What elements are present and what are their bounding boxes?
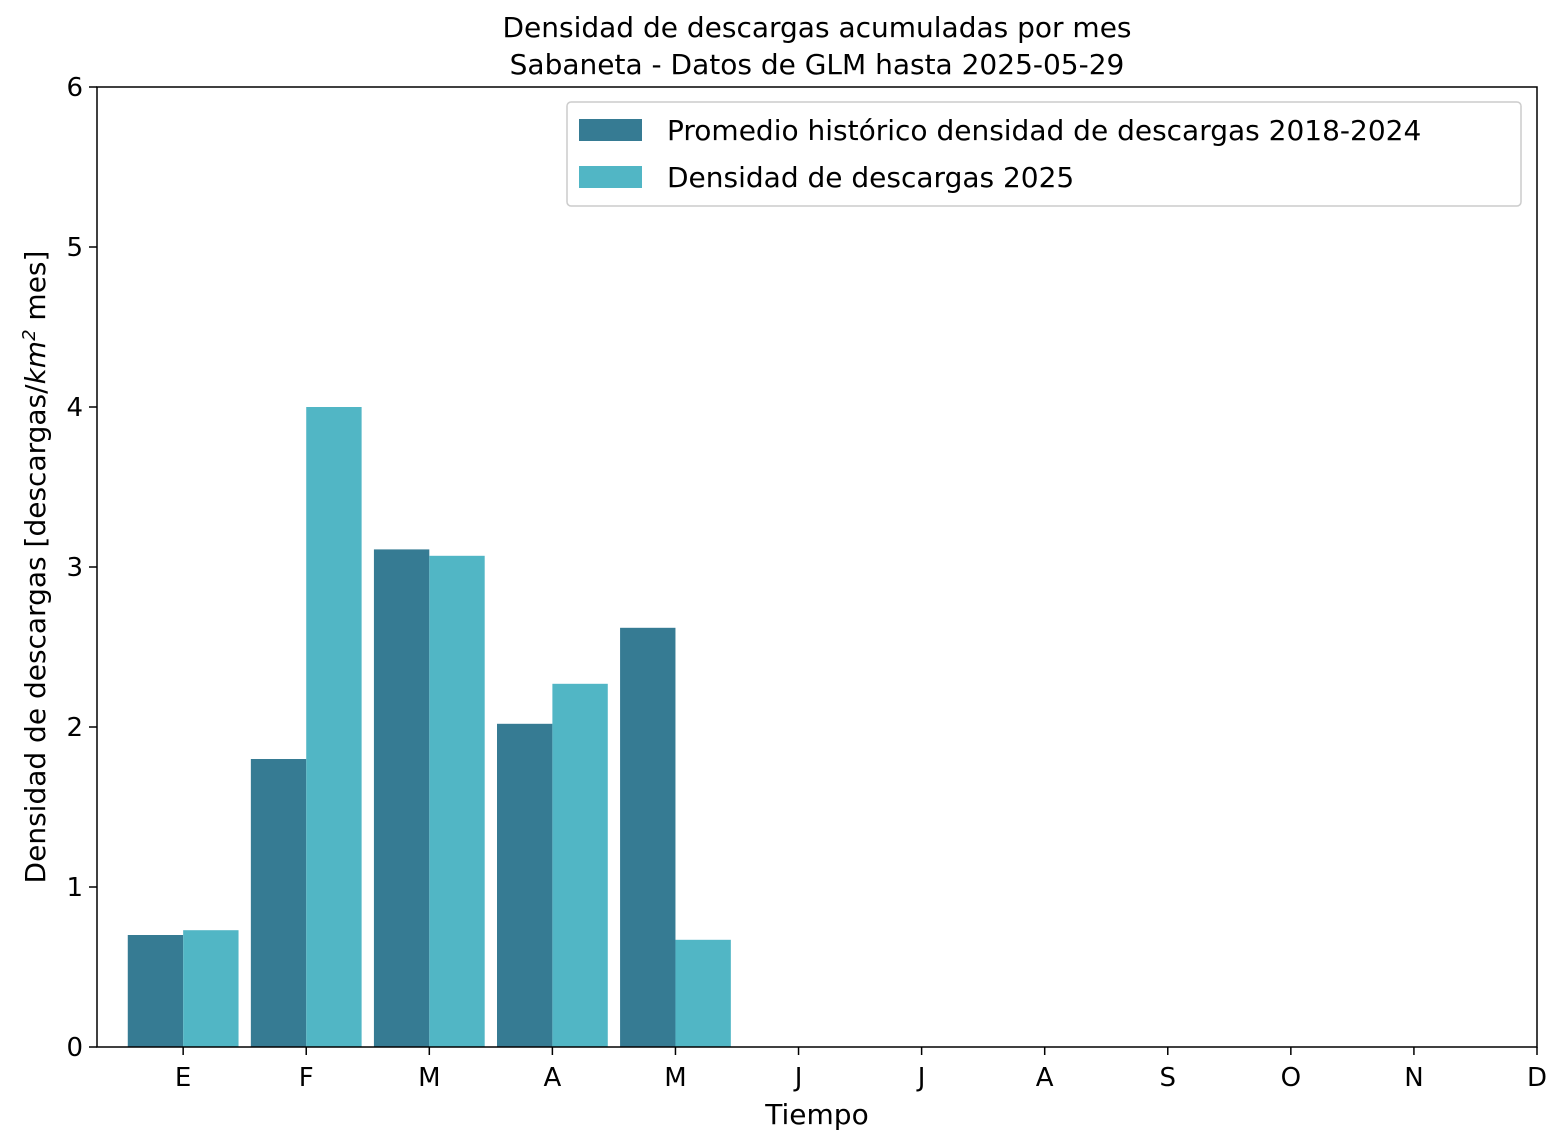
y-tick-label: 3 <box>66 553 83 583</box>
x-axis-label: Tiempo <box>764 1098 868 1131</box>
legend-swatch-historical <box>579 119 642 141</box>
x-tick-label: S <box>1160 1063 1177 1093</box>
bar-2025-2 <box>429 555 485 1047</box>
legend-swatch-2025 <box>579 166 642 188</box>
bar-historical-4 <box>620 627 676 1047</box>
x-tick-label: M <box>418 1063 440 1093</box>
y-tick-label: 4 <box>66 393 83 423</box>
bar-2025-4 <box>675 939 731 1047</box>
y-axis: 0 1 2 3 4 5 6 <box>66 73 97 1063</box>
legend-box <box>566 101 1522 207</box>
bar-2025-1 <box>306 407 362 1047</box>
chart-subtitle: Sabaneta - Datos de GLM hasta 2025-05-29 <box>510 48 1125 81</box>
x-tick-label: M <box>664 1063 686 1093</box>
legend-label-historical: Promedio histórico densidad de descargas… <box>667 114 1421 147</box>
x-tick-label: N <box>1404 1063 1423 1093</box>
y-axis-label-exp: 2 <box>19 329 40 340</box>
y-axis-label-suffix: mes] <box>19 251 52 330</box>
bar-historical-2 <box>373 549 430 1047</box>
x-tick-label: A <box>543 1063 561 1093</box>
bar-2025-0 <box>183 930 239 1047</box>
bar-historical-3 <box>497 723 553 1047</box>
x-tick-label: J <box>916 1063 926 1093</box>
y-axis-label-unit: km <box>19 341 52 385</box>
x-tick-label: J <box>793 1063 803 1093</box>
x-tick-label: E <box>175 1063 191 1093</box>
plot-frame <box>96 86 1538 1048</box>
x-tick-label: D <box>1527 1063 1547 1093</box>
y-axis-label-prefix: Densidad de descargas [descargas/ <box>19 384 52 884</box>
bar-historical-0 <box>127 935 184 1047</box>
x-tick-label: F <box>299 1063 314 1093</box>
legend-label-2025: Densidad de descargas 2025 <box>667 161 1074 194</box>
bar-historical-1 <box>250 759 307 1047</box>
y-tick-label: 0 <box>66 1033 83 1063</box>
x-tick-label: A <box>1036 1063 1054 1093</box>
y-tick-label: 5 <box>66 233 83 263</box>
bars-group <box>127 407 731 1047</box>
legend: Promedio histórico densidad de descargas… <box>566 101 1522 207</box>
y-tick-label: 2 <box>66 713 83 743</box>
y-tick-label: 6 <box>66 73 83 103</box>
x-tick-label: O <box>1281 1063 1301 1093</box>
bar-2025-3 <box>552 683 608 1047</box>
y-axis-label: Densidad de descargas [descargas/km2 mes… <box>19 251 52 884</box>
chart-title: Densidad de descargas acumuladas por mes <box>502 11 1131 44</box>
y-tick-label: 1 <box>66 873 83 903</box>
